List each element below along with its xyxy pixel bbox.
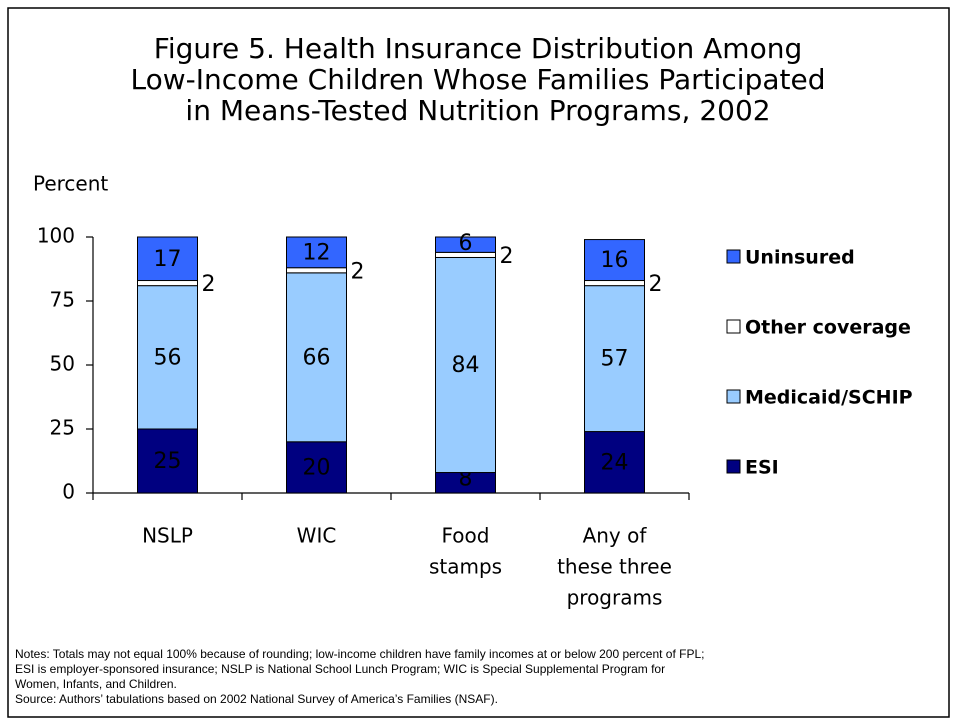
note: Source: Authors’ tabulations based on 20… [15, 692, 498, 706]
note: Women, Infants, and Children. [15, 677, 177, 691]
data-label: 2 [649, 272, 663, 297]
y-tick-label: 75 [50, 288, 75, 312]
data-label: 66 [303, 345, 331, 370]
bar-segment [137, 280, 198, 287]
data-label: 25 [154, 449, 182, 474]
data-label: 57 [601, 347, 629, 372]
note: ESI is employer-sponsored insurance; NSL… [15, 662, 665, 676]
legend-swatch [726, 319, 741, 334]
y-tick-label: 0 [62, 480, 75, 504]
bar-segment [584, 280, 645, 287]
y-axis-label: Percent [33, 172, 108, 196]
data-label: 2 [202, 272, 216, 297]
legend-swatch [726, 459, 741, 474]
data-label: 12 [303, 240, 331, 265]
bar-segment [137, 236, 198, 282]
x-tick-label: programs [567, 586, 663, 610]
bar-segment [435, 236, 496, 253]
bar-segment [286, 441, 347, 494]
y-tick-label: 25 [50, 416, 75, 440]
bar-segment [286, 267, 347, 274]
x-tick-label: WIC [297, 524, 337, 548]
x-tick-label: NSLP [142, 524, 193, 548]
legend-swatch [726, 249, 741, 264]
bar-segment [286, 272, 347, 443]
data-label: 20 [303, 455, 331, 480]
legend-label: ESI [745, 457, 779, 479]
chart-title: Figure 5. Health Insurance Distribution … [154, 32, 802, 65]
data-label: 16 [601, 248, 629, 273]
note: Notes: Totals may not equal 100% because… [15, 647, 705, 661]
legend-swatch [726, 389, 741, 404]
data-label: 84 [452, 353, 480, 378]
y-tick-label: 50 [50, 352, 75, 376]
data-label: 56 [154, 345, 182, 370]
data-label: 2 [500, 244, 514, 269]
chart-title: in Means-Tested Nutrition Programs, 2002 [185, 94, 770, 127]
bar-segment [435, 256, 496, 474]
bar-segment [286, 236, 347, 269]
bar-segment [584, 431, 645, 494]
x-tick-label: Food [442, 524, 490, 548]
x-tick-label: these three [557, 555, 672, 579]
legend-label: Uninsured [745, 247, 855, 269]
x-tick-label: Any of [583, 524, 648, 548]
data-label: 24 [601, 450, 629, 475]
bar-segment [584, 239, 645, 282]
y-tick-label: 100 [37, 224, 75, 248]
data-label: 17 [154, 247, 182, 272]
chart-title: Low-Income Children Whose Families Parti… [130, 63, 825, 96]
x-tick-label: stamps [429, 555, 502, 579]
data-label: 2 [351, 259, 365, 284]
data-label: 6 [459, 231, 473, 256]
legend-label: Medicaid/SCHIP [745, 387, 913, 409]
legend-label: Other coverage [745, 317, 911, 339]
